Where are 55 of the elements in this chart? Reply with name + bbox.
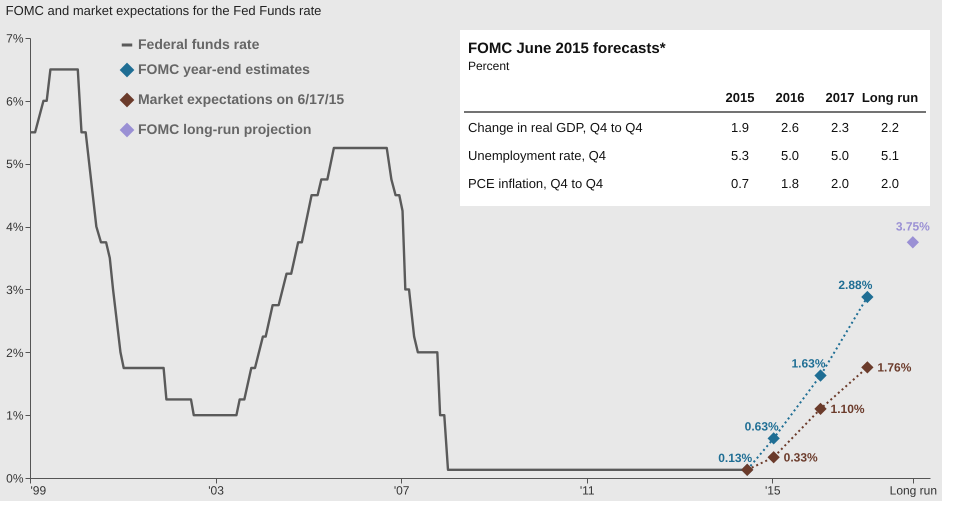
data-label: 0.63% — [744, 419, 779, 434]
annotation: 2.3 — [830, 120, 850, 135]
data-label: 1.76% — [877, 360, 912, 374]
y-tick-label: 3% — [6, 282, 24, 297]
y-tick-label: 6% — [6, 94, 24, 108]
y-tick-label: 0% — [6, 472, 24, 486]
data-label: 3.75% — [896, 219, 930, 234]
annotation: 2.2 — [880, 120, 900, 135]
data-label: 1.63% — [792, 356, 826, 371]
annotation: 1.8 — [780, 176, 800, 191]
x-tick-label: '15 — [764, 484, 781, 498]
annotation: 1.9 — [730, 120, 750, 135]
annotation: 0.7 — [730, 176, 750, 191]
y-tick-label: 7% — [6, 32, 24, 46]
legend-label: Market expectations on 6/17/15 — [138, 91, 344, 107]
x-tick-label: '03 — [208, 484, 224, 498]
point — [862, 362, 874, 374]
x-tick-label: '11 — [580, 484, 595, 498]
point — [768, 432, 780, 444]
point — [862, 291, 874, 303]
point — [814, 403, 826, 415]
annotation: Unemployment rate, Q4 — [468, 148, 606, 163]
data-label: 0.13% — [718, 450, 753, 465]
annotation: 5.0 — [780, 148, 800, 163]
point — [907, 236, 919, 248]
annotation: Change in real GDP, Q4 to Q4 — [468, 120, 643, 135]
data-label: 0.33% — [784, 450, 818, 464]
point — [814, 370, 826, 382]
annotation: 5.3 — [730, 148, 750, 163]
x-tick-label: Long run — [890, 484, 938, 498]
annotation: 2.6 — [780, 120, 800, 135]
point — [768, 452, 780, 463]
chart-title: FOMC and market expectations for the Fed Funds rate — [6, 3, 322, 18]
annotation: 2016 — [776, 90, 804, 105]
annotation: Percent — [468, 59, 510, 73]
annotation: 2015 — [726, 90, 754, 105]
legend-label: FOMC year-end estimates — [138, 61, 310, 77]
annotation: FOMC June 2015 forecasts* — [468, 40, 666, 57]
legend-label: FOMC long-run projection — [138, 121, 312, 137]
annotation: 2.0 — [880, 176, 900, 191]
annotation: 2017 — [826, 90, 854, 105]
annotation: 5.0 — [830, 148, 850, 163]
y-tick-label: 2% — [6, 346, 24, 360]
y-tick-label: 4% — [6, 220, 24, 234]
y-tick-label: 5% — [6, 157, 24, 172]
annotation: 5.1 — [880, 148, 900, 163]
annotation: Long run — [862, 90, 918, 105]
y-tick-label: 1% — [6, 408, 24, 423]
annotation: 2.0 — [830, 176, 850, 191]
annotation: PCE inflation, Q4 to Q4 — [468, 176, 604, 191]
data-label: 1.10% — [830, 402, 865, 416]
data-label: 2.88% — [838, 278, 873, 292]
legend-label: Federal funds rate — [138, 36, 260, 52]
x-tick-label: '07 — [394, 484, 410, 498]
x-tick-label: '99 — [30, 484, 46, 498]
